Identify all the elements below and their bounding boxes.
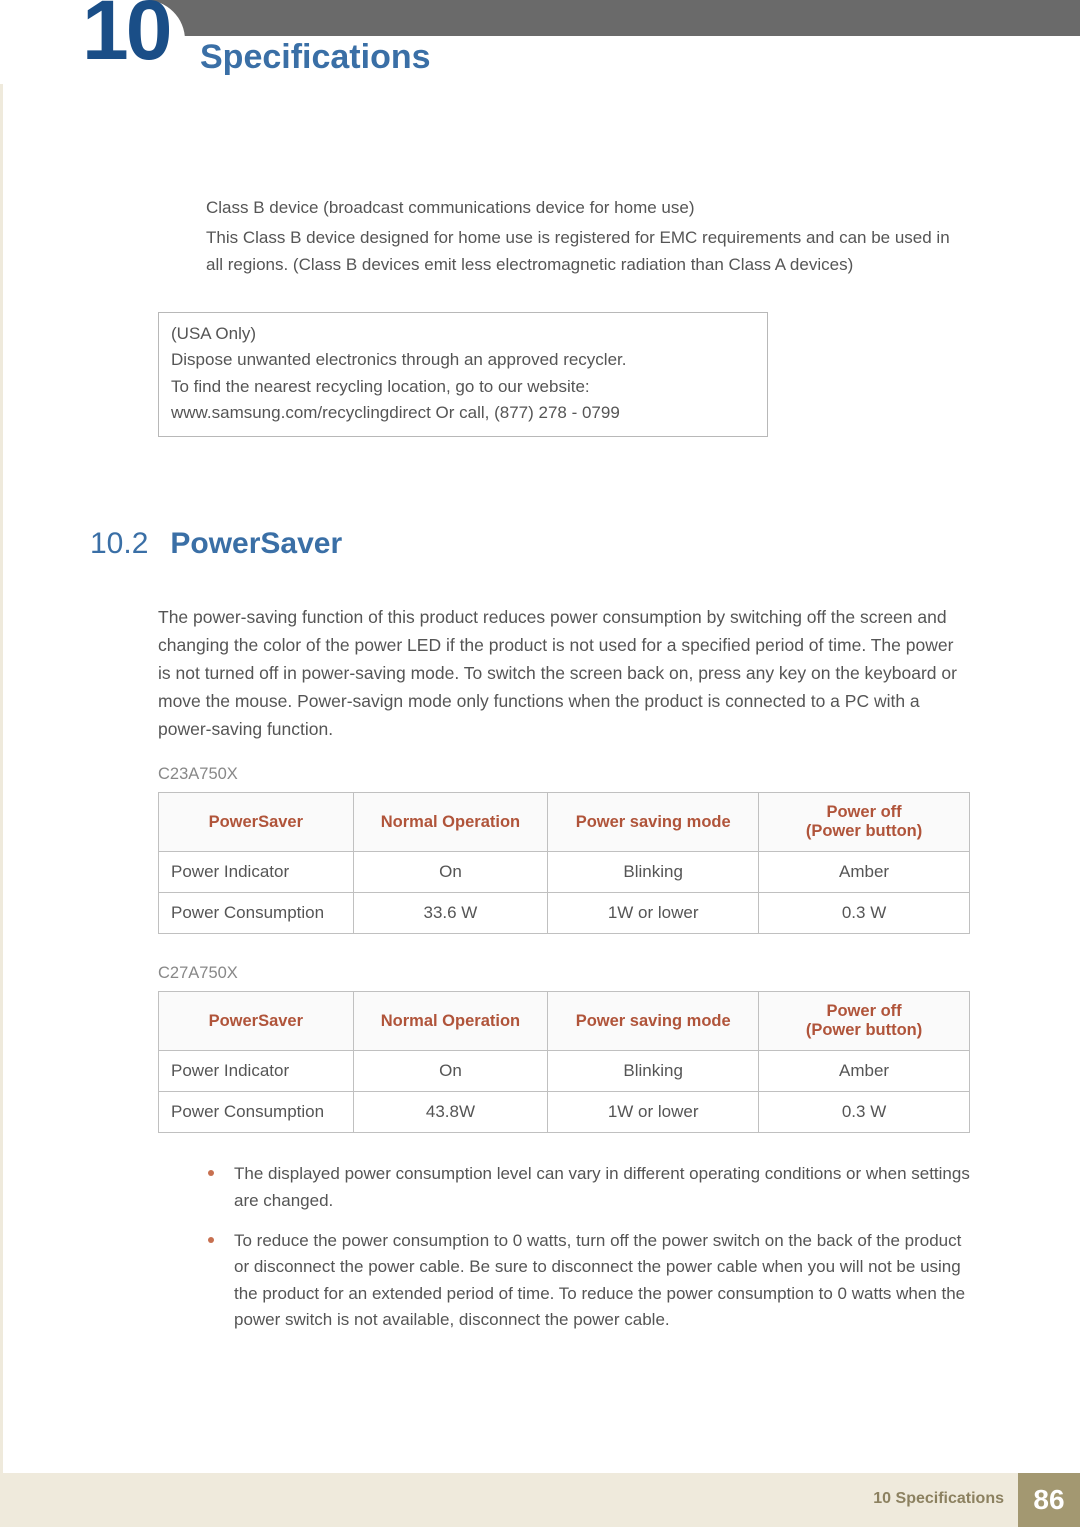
table-header-row: PowerSaver Normal Operation Power saving… <box>159 992 970 1051</box>
usa-line-3: To find the nearest recycling location, … <box>171 374 755 400</box>
cell-off: Amber <box>759 1051 970 1092</box>
cell-saving: 1W or lower <box>548 893 759 934</box>
cell-label: Power Consumption <box>159 1092 354 1133</box>
cell-normal: 43.8W <box>353 1092 548 1133</box>
cell-off: 0.3 W <box>759 893 970 934</box>
page-title: Specifications <box>200 38 431 77</box>
cell-normal: On <box>353 852 548 893</box>
left-stripe <box>0 84 3 1473</box>
cell-off: 0.3 W <box>759 1092 970 1133</box>
th-off: Power off (Power button) <box>759 992 970 1051</box>
cell-saving: 1W or lower <box>548 1092 759 1133</box>
main-content: Class B device (broadcast communications… <box>158 195 970 1350</box>
th-saving: Power saving mode <box>548 992 759 1051</box>
section-number: 10.2 <box>90 527 148 561</box>
usa-line-4: www.samsung.com/recyclingdirect Or call,… <box>171 400 755 426</box>
page-number: 86 <box>1018 1473 1080 1527</box>
th-powersaver: PowerSaver <box>159 992 354 1051</box>
table-row: Power Indicator On Blinking Amber <box>159 1051 970 1092</box>
table-header-row: PowerSaver Normal Operation Power saving… <box>159 793 970 852</box>
callout-line-2: This Class B device designed for home us… <box>206 225 970 278</box>
chapter-number: 10 <box>82 0 169 79</box>
th-off-line1: Power off <box>771 803 957 822</box>
cell-normal: On <box>353 1051 548 1092</box>
cell-saving: Blinking <box>548 852 759 893</box>
th-off: Power off (Power button) <box>759 793 970 852</box>
th-off-line1: Power off <box>771 1002 957 1021</box>
th-off-line2: (Power button) <box>771 822 957 841</box>
th-normal: Normal Operation <box>353 793 548 852</box>
model-label-c27: C27A750X <box>158 964 970 983</box>
note-item: To reduce the power consumption to 0 wat… <box>206 1228 970 1333</box>
table-row: Power Indicator On Blinking Amber <box>159 852 970 893</box>
cell-saving: Blinking <box>548 1051 759 1092</box>
powersaver-table-c27: PowerSaver Normal Operation Power saving… <box>158 991 970 1133</box>
powersaver-table-c23: PowerSaver Normal Operation Power saving… <box>158 792 970 934</box>
th-powersaver: PowerSaver <box>159 793 354 852</box>
model-label-c23: C23A750X <box>158 765 970 784</box>
usa-line-1: (USA Only) <box>171 321 755 347</box>
callout-line-1: Class B device (broadcast communications… <box>206 195 970 221</box>
th-normal: Normal Operation <box>353 992 548 1051</box>
note-item: The displayed power consumption level ca… <box>206 1161 970 1214</box>
table-row: Power Consumption 33.6 W 1W or lower 0.3… <box>159 893 970 934</box>
cell-label: Power Indicator <box>159 1051 354 1092</box>
chapter-badge: 10 <box>0 0 185 80</box>
section-heading: 10.2 PowerSaver <box>90 527 970 561</box>
th-off-line2: (Power button) <box>771 1021 957 1040</box>
notes-list: The displayed power consumption level ca… <box>206 1161 970 1333</box>
table-row: Power Consumption 43.8W 1W or lower 0.3 … <box>159 1092 970 1133</box>
footer-label: 10 Specifications <box>873 1490 1004 1508</box>
class-b-callout: Class B device (broadcast communications… <box>206 195 970 278</box>
cell-label: Power Consumption <box>159 893 354 934</box>
cell-off: Amber <box>759 852 970 893</box>
section-body: The power-saving function of this produc… <box>158 603 970 743</box>
cell-normal: 33.6 W <box>353 893 548 934</box>
section-title: PowerSaver <box>170 527 342 561</box>
cell-label: Power Indicator <box>159 852 354 893</box>
footer-band: 10 Specifications 86 <box>0 1473 1080 1527</box>
usa-recycling-box: (USA Only) Dispose unwanted electronics … <box>158 312 768 437</box>
usa-line-2: Dispose unwanted electronics through an … <box>171 347 755 373</box>
th-saving: Power saving mode <box>548 793 759 852</box>
